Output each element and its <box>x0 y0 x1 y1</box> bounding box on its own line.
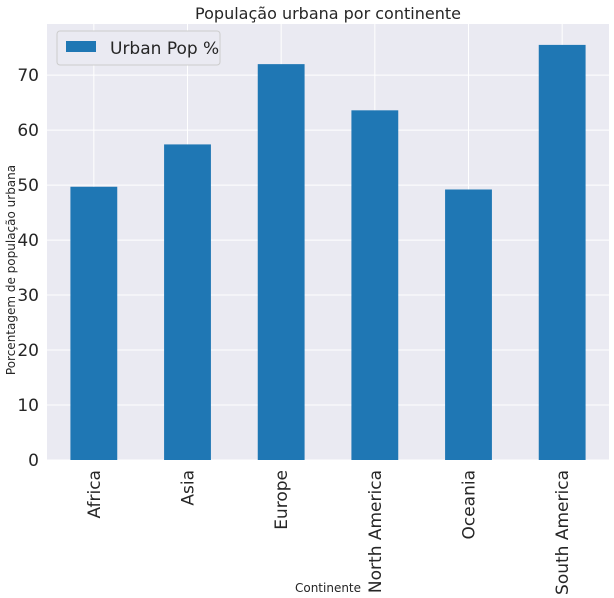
legend: Urban Pop % <box>56 30 221 66</box>
bar-oceania <box>445 189 492 461</box>
y-axis-label: Porcentagem de população urbana <box>4 165 18 375</box>
x-tick-label: North America <box>366 470 386 593</box>
y-tick-label: 20 <box>17 341 39 361</box>
x-tick-label: Oceania <box>460 470 480 540</box>
y-tick-label: 10 <box>17 396 39 416</box>
bar-south-america <box>538 44 586 460</box>
bar-africa <box>70 186 118 460</box>
x-tick-label: Africa <box>85 470 105 519</box>
y-tick-label: 50 <box>17 176 39 196</box>
y-tick-label: 30 <box>17 286 39 306</box>
chart-title: População urbana por continente <box>195 4 461 23</box>
y-tick-label: 60 <box>17 121 39 141</box>
x-tick-label: Asia <box>179 470 199 506</box>
plot-area <box>47 24 609 460</box>
bar-asia <box>164 144 211 460</box>
bars <box>70 44 586 461</box>
y-axis-ticks: 0 10 20 30 40 50 60 70 <box>17 66 39 471</box>
bar-north-america <box>351 110 399 460</box>
legend-box <box>56 30 221 66</box>
y-tick-label: 70 <box>17 66 39 86</box>
x-axis-label: Continente <box>295 581 361 595</box>
y-tick-label: 0 <box>28 451 39 471</box>
bar-europe <box>257 64 305 460</box>
legend-label: Urban Pop % <box>110 39 219 59</box>
x-tick-label: Europe <box>272 470 292 530</box>
legend-swatch <box>66 41 96 52</box>
x-axis-ticks: Africa Asia Europe North America Oceania Sout… <box>85 470 573 595</box>
y-tick-label: 40 <box>17 231 39 251</box>
x-tick-label: South America <box>553 470 573 595</box>
